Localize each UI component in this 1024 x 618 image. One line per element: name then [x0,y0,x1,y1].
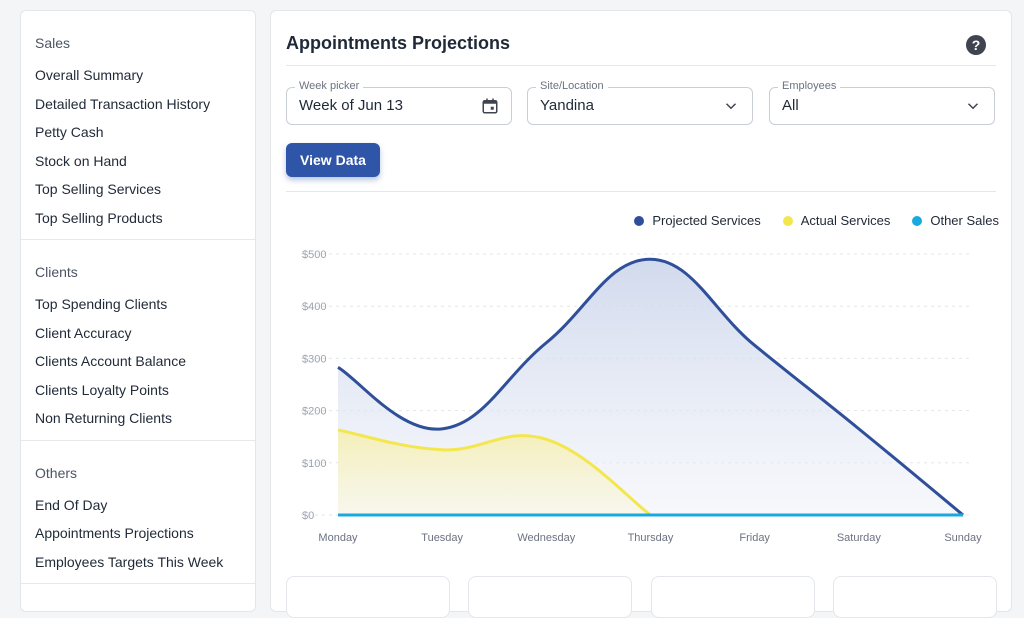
sidebar-item[interactable]: Client Accuracy [35,324,132,341]
sidebar-item[interactable]: Detailed Transaction History [35,95,211,112]
employees-select[interactable]: Employees All [769,80,995,125]
employees-value: All [782,97,799,114]
chevron-down-icon [725,103,737,110]
series-actual-services-area [338,429,651,515]
sidebar-item[interactable]: Overall Summary [35,67,144,83]
site-location-select[interactable]: Site/Location Yandina [527,80,753,125]
chart-legend: Projected Services Actual Services Other… [634,213,999,228]
sidebar-section-title: Sales [35,35,71,51]
y-tick-label: $0 [302,510,314,522]
sidebar-item[interactable]: Appointments Projections [35,525,194,541]
week-picker-label: Week picker [295,80,364,92]
summary-card [286,576,450,618]
sidebar-item[interactable]: Stock on Hand [35,152,127,169]
legend-dot-actual [782,215,793,226]
x-axis-ticks: Monday Tuesday Wednesday Thursday Friday Satu… [318,532,982,544]
chevron-down-icon [967,103,979,110]
sidebar-section-clients: Clients Top Spending Clients Client Accura… [21,240,255,441]
view-data-button[interactable]: View Data [286,143,380,177]
y-tick-label: $300 [302,353,326,365]
calendar-icon[interactable] [481,97,499,115]
x-tick-label: Monday [318,532,358,544]
x-tick-label: Thursday [628,532,674,544]
legend-item-other[interactable]: Other Sales [912,213,999,228]
legend-item-actual[interactable]: Actual Services [782,213,891,228]
legend-item-projected[interactable]: Projected Services [634,213,761,228]
sidebar-section-title: Others [35,464,78,481]
series-projected-services-line[interactable] [337,257,964,517]
main-panel: Appointments Projections ? Week picker W… [270,10,1012,618]
divider [286,191,996,192]
summary-card [833,576,997,618]
x-tick-label: Friday [739,532,770,544]
sidebar-item[interactable]: Clients Loyalty Points [35,381,169,398]
legend-label-other: Other Sales [930,213,999,228]
sidebar-item[interactable]: Clients Account Balance [35,353,186,369]
y-tick-label: $400 [302,301,326,313]
sidebar-item[interactable]: Non Returning Clients [35,410,172,426]
y-tick-label: $200 [302,406,326,418]
x-tick-label: Sunday [944,532,982,544]
sidebar-item[interactable]: Top Selling Products [35,209,163,226]
summary-card [651,576,815,618]
week-picker-field[interactable]: Week picker Week of Jun 13 [286,80,512,125]
sidebar-item[interactable]: End Of Day [35,496,108,513]
summary-card [468,576,632,618]
legend-dot-projected [634,215,645,226]
sidebar-item[interactable]: Top Spending Clients [35,296,168,312]
legend-label-projected: Projected Services [652,213,761,228]
week-picker-value: Week of Jun 13 [299,97,403,114]
series-actual-services-line[interactable] [337,428,652,517]
sidebar-sections: Sales Overall Summary Detailed Transaction… [21,11,255,584]
projections-chart: $0 $100 $200 $300 $400 $500 Monday Tuesday Wedn… [301,249,982,544]
y-axis-ticks: $0 $100 $200 $300 $400 $500 [302,249,326,522]
question-circle-icon[interactable]: ? [966,35,986,55]
reports-sidebar: Sales Overall Summary Detailed Transaction… [20,10,256,612]
x-tick-label: Tuesday [421,532,463,544]
site-location-label: Site/Location [536,80,608,92]
sidebar-item[interactable]: Petty Cash [35,124,104,140]
legend-dot-other [912,215,923,226]
legend-label-actual: Actual Services [800,213,891,228]
y-tick-label: $500 [302,249,326,261]
sidebar-item[interactable]: Top Selling Services [35,181,162,197]
chart-series [337,257,964,517]
y-tick-label: $100 [302,458,326,470]
sidebar-section-title: Clients [35,264,78,280]
sidebar-item[interactable]: Employees Targets This Week [35,553,224,570]
employees-label: Employees [778,80,841,92]
sidebar-section-others: Others End Of Day Appointments Projections… [21,441,255,584]
x-tick-label: Wednesday [517,532,575,544]
page-header: Appointments Projections ? [286,33,996,66]
site-location-value: Yandina [540,97,594,114]
page-title: Appointments Projections [286,33,511,53]
x-tick-label: Saturday [837,532,882,544]
sidebar-section-sales: Sales Overall Summary Detailed Transaction… [21,11,255,240]
